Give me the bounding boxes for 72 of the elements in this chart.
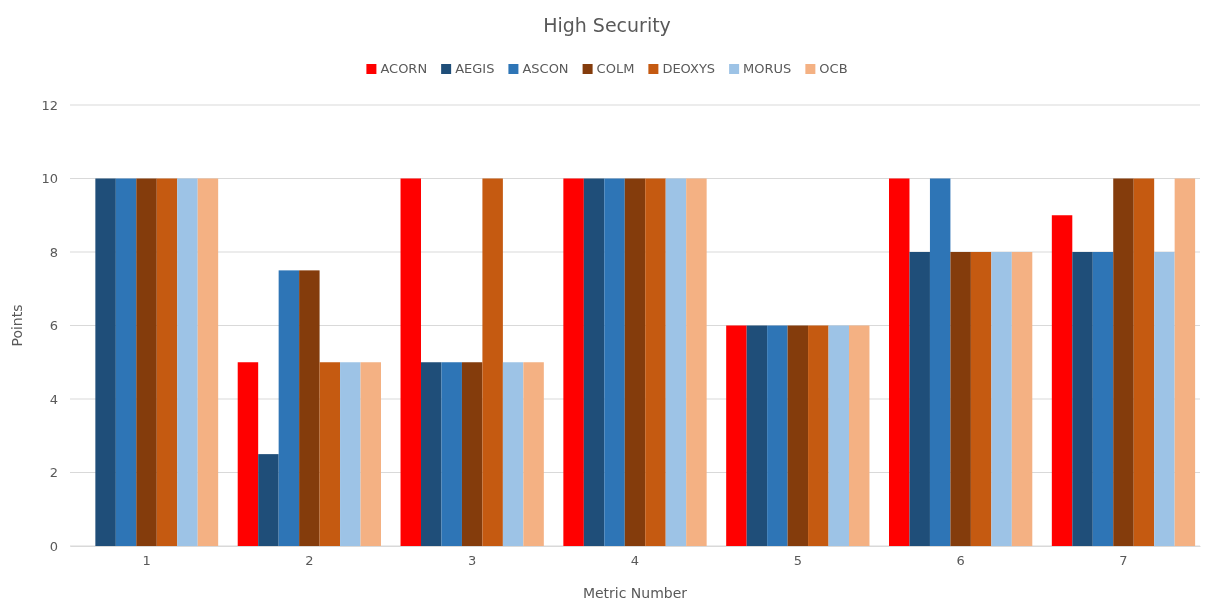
x-tick-label: 7 xyxy=(1119,553,1128,569)
bar xyxy=(787,325,809,546)
bar xyxy=(177,178,198,546)
bar xyxy=(746,325,768,546)
y-tick-label: 0 xyxy=(49,538,58,554)
bar xyxy=(1092,252,1114,546)
y-axis-title: Points xyxy=(9,304,25,347)
bar xyxy=(237,362,259,546)
bar xyxy=(421,362,442,546)
legend-label: AEGIS xyxy=(455,61,495,76)
x-tick-label: 4 xyxy=(630,553,640,569)
bar xyxy=(1154,252,1175,546)
bar xyxy=(1113,178,1134,546)
bar xyxy=(889,178,910,546)
bar xyxy=(523,362,544,546)
bar xyxy=(1133,178,1155,546)
bar xyxy=(340,362,361,546)
bar xyxy=(1051,215,1073,546)
bar xyxy=(258,454,279,546)
bar xyxy=(624,178,646,546)
x-tick-label: 1 xyxy=(142,553,151,569)
bar xyxy=(583,178,605,546)
bar xyxy=(482,178,503,546)
y-tick-label: 4 xyxy=(49,391,58,407)
bar xyxy=(441,362,462,546)
bar xyxy=(604,178,625,546)
legend-label: COLM xyxy=(596,61,635,76)
legend-label: MORUS xyxy=(743,61,792,76)
bar xyxy=(849,325,870,546)
y-tick-label: 6 xyxy=(49,318,58,334)
bar xyxy=(278,270,300,546)
x-tick-label: 6 xyxy=(956,553,965,569)
bar xyxy=(1072,252,1093,546)
bar xyxy=(502,362,524,546)
y-tick-label: 10 xyxy=(41,171,58,187)
bar xyxy=(808,325,829,546)
legend-label: ACORN xyxy=(380,61,428,76)
bar xyxy=(909,252,930,546)
bar xyxy=(461,362,483,546)
bar xyxy=(1174,178,1196,546)
bar xyxy=(726,325,747,546)
y-tick-label: 12 xyxy=(41,97,58,113)
bar xyxy=(156,178,178,546)
chart-title: High Security xyxy=(543,14,671,36)
bar xyxy=(563,178,584,546)
legend-label: DEOXYS xyxy=(662,61,716,76)
legend-label: OCB xyxy=(819,61,848,76)
bar xyxy=(950,252,971,546)
bar xyxy=(828,325,849,546)
bar xyxy=(665,178,687,546)
bar xyxy=(970,252,992,546)
y-tick-label: 8 xyxy=(49,244,58,260)
bar xyxy=(991,252,1012,546)
bar xyxy=(686,178,707,546)
bar xyxy=(767,325,788,546)
x-tick-label: 3 xyxy=(468,553,477,569)
bar xyxy=(115,178,137,546)
y-tick-label: 2 xyxy=(49,465,58,481)
x-axis-title: Metric Number xyxy=(582,585,688,601)
bar xyxy=(929,178,951,546)
bar xyxy=(360,362,381,546)
legend-label: ASCON xyxy=(522,61,569,76)
bar xyxy=(299,270,320,546)
bar xyxy=(400,178,421,546)
bar xyxy=(95,178,116,546)
x-tick-label: 2 xyxy=(305,553,314,569)
bar xyxy=(197,178,219,546)
bar xyxy=(136,178,157,546)
x-tick-label: 5 xyxy=(793,553,802,569)
bar xyxy=(645,178,666,546)
bar xyxy=(319,362,341,546)
bar xyxy=(1011,252,1033,546)
